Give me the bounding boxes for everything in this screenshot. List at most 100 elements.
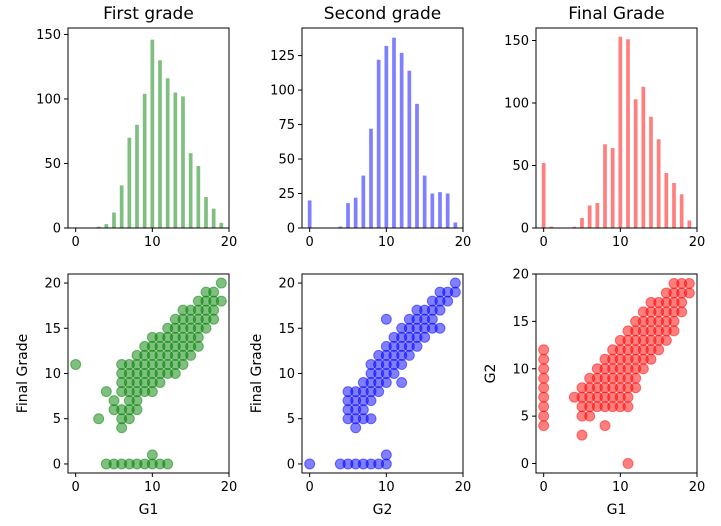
scatter-point [403,349,415,361]
histogram-bar [204,197,208,228]
scatter-point [538,363,550,375]
histogram-bar [664,173,669,228]
scatter-point [426,313,438,325]
y-tick-label: 10 [512,362,529,377]
histogram-bar [541,163,546,228]
scatter-point [538,344,550,356]
histogram-bar [361,175,366,228]
y-tick-label: 20 [278,277,295,292]
histogram-bar [572,226,577,228]
y-tick-label: 100 [504,97,529,112]
scatter-point [538,382,550,394]
x-axis-label: G2 [373,502,393,518]
panel-second-grade-histogram: 0 10 20 0 25 50 75 100 125 Second grade [270,4,471,250]
x-tick-label: 0 [306,235,314,250]
histogram-bar [549,226,554,228]
panel-g1-vs-final-scatter: 0 10 20 0 5 10 15 20 G1 Final Grade [15,273,237,518]
scatter-point [449,286,461,298]
histogram-bar [641,86,646,228]
y-tick-label: 50 [278,153,295,168]
scatter-point [622,401,634,413]
histogram-bar [142,93,147,228]
axes-frame [301,27,464,229]
histogram-bar [119,185,124,228]
y-tick-label: 150 [36,28,61,43]
scatter-point [304,458,316,470]
histogram-bar [211,208,216,228]
histogram-bar [338,226,343,228]
y-tick-label: 25 [278,187,295,202]
histogram-bar [219,222,224,228]
y-axis-label: Final Grade [15,334,31,413]
scatter-point [411,340,423,352]
y-tick-label: 0 [287,457,295,472]
scatter-point [350,422,362,434]
histogram-bar [392,37,396,228]
x-tick-label: 20 [455,235,472,250]
y-tick-label: 0 [521,457,529,472]
x-tick-label: 10 [378,480,395,495]
histogram-bar [96,226,101,228]
scatter-point [668,325,680,337]
histogram-bar [672,183,676,228]
scatter-point [676,306,688,318]
histogram-bar [453,222,458,228]
chart-title: Second grade [324,4,441,24]
scatter-point [131,404,143,416]
scatter-point [637,363,649,375]
scatter-point [396,377,408,389]
x-tick-label: 20 [689,480,706,495]
scatter-point [645,353,657,365]
histogram-bar [430,193,435,228]
axes-frame [67,27,230,229]
histogram-bar [104,224,109,228]
x-tick-label: 10 [144,480,161,495]
scatter-point [357,404,369,416]
histogram-bar [188,153,193,228]
scatter-point [380,313,392,325]
axes-frame [535,27,698,229]
scatter-point [538,372,550,384]
y-tick-label: 20 [512,268,529,283]
scatter-point [449,277,461,289]
scatter-point [660,334,672,346]
x-tick-label: 10 [612,480,629,495]
scatter-point [215,277,227,289]
y-tick-label: 10 [278,367,295,382]
scatter-point [630,382,642,394]
chart-title: First grade [103,4,194,24]
axes-frame [535,273,698,474]
y-tick-label: 0 [287,222,295,237]
scatter-point [131,395,143,407]
scatter-point [584,410,596,422]
x-tick-label: 0 [540,235,548,250]
histogram-bar [422,175,427,228]
scatter-point [208,304,220,316]
y-axis-label: G2 [483,364,499,384]
x-tick-label: 20 [455,480,472,495]
y-tick-label: 100 [36,92,61,107]
histogram-bar [618,36,623,228]
scatter-point [365,395,377,407]
scatter-point [676,296,688,308]
scatter-point [123,413,135,425]
scatter-point [434,304,446,316]
y-tick-label: 15 [278,322,295,337]
scatter-point [622,391,634,403]
x-tick-label: 10 [144,235,161,250]
histogram-bar [150,39,155,228]
histogram-bar [438,192,442,228]
x-tick-label: 10 [612,235,629,250]
scatter-point [192,340,204,352]
scatter-point [538,420,550,432]
scatter-point [177,358,189,370]
scatter-point [162,458,174,470]
x-tick-label: 0 [72,480,80,495]
scatter-point [365,413,377,425]
scatter-point [668,315,680,327]
panel-first-grade-histogram: 0 10 20 0 50 100 150 First grade [36,4,237,250]
scatter-point [108,395,120,407]
scatter-point [599,420,611,432]
panel-g1-vs-g2-scatter: 0 10 20 0 5 10 15 20 G1 G2 [483,268,705,519]
y-tick-label: 15 [512,315,529,330]
